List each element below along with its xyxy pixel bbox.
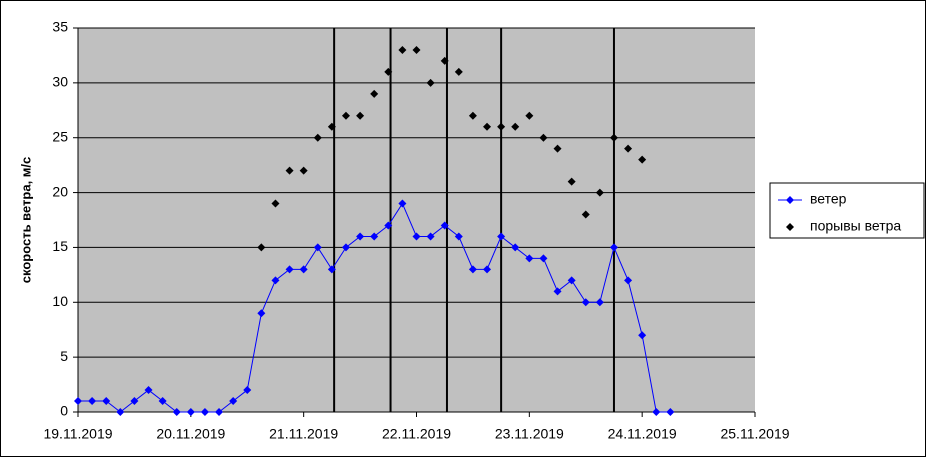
data-point xyxy=(426,232,435,241)
data-point xyxy=(595,298,604,307)
data-point xyxy=(313,133,322,142)
data-point xyxy=(468,111,477,120)
data-point xyxy=(384,67,393,76)
data-point xyxy=(454,67,463,76)
data-point xyxy=(116,408,125,416)
data-point xyxy=(356,111,365,120)
data-point xyxy=(356,232,365,241)
data-point xyxy=(638,155,647,164)
data-point xyxy=(200,408,209,416)
y-tick-label: 35 xyxy=(52,19,68,35)
y-tick-label: 30 xyxy=(52,74,68,90)
data-point xyxy=(398,45,407,54)
data-point xyxy=(299,265,308,274)
data-point xyxy=(638,331,647,340)
data-point xyxy=(285,166,294,175)
data-point xyxy=(652,408,661,416)
data-point xyxy=(539,254,548,263)
data-point xyxy=(468,265,477,274)
x-tick-label: 21.11.2019 xyxy=(269,426,338,442)
data-point xyxy=(102,397,111,406)
data-point xyxy=(384,221,393,230)
data-point xyxy=(341,111,350,120)
x-tick-label: 23.11.2019 xyxy=(495,426,564,442)
data-point xyxy=(454,232,463,241)
legend-marker xyxy=(786,223,794,231)
data-point xyxy=(567,276,576,285)
plot-area xyxy=(78,28,755,412)
data-point xyxy=(511,243,520,252)
data-point xyxy=(440,221,449,230)
data-point xyxy=(257,243,266,252)
legend xyxy=(769,182,925,239)
data-point xyxy=(144,386,153,395)
data-point xyxy=(483,265,492,274)
legend-marker xyxy=(786,196,794,204)
x-tick-label: 24.11.2019 xyxy=(608,426,677,442)
data-point xyxy=(341,243,350,252)
data-point xyxy=(497,232,506,241)
data-point xyxy=(172,408,181,416)
data-point xyxy=(412,45,421,54)
data-point xyxy=(440,56,449,65)
data-point xyxy=(525,111,534,120)
data-point xyxy=(88,397,97,406)
data-point xyxy=(609,243,618,252)
data-point xyxy=(370,232,379,241)
y-tick-label: 20 xyxy=(52,183,68,199)
legend-label: ветер xyxy=(810,191,847,207)
data-point xyxy=(299,166,308,175)
data-point xyxy=(553,144,562,153)
data-point xyxy=(567,177,576,186)
data-point xyxy=(130,397,139,406)
x-tick-label: 19.11.2019 xyxy=(43,426,112,442)
data-point xyxy=(215,408,224,416)
data-point xyxy=(609,133,618,142)
data-point xyxy=(398,199,407,208)
data-point xyxy=(426,78,435,87)
legend-label: порывы ветра xyxy=(810,218,901,234)
y-tick-label: 10 xyxy=(52,293,68,309)
data-point xyxy=(525,254,534,263)
data-point xyxy=(483,122,492,131)
data-point xyxy=(553,287,562,296)
data-point xyxy=(511,122,520,131)
data-point xyxy=(595,188,604,197)
y-tick-label: 5 xyxy=(60,348,68,364)
data-point xyxy=(370,89,379,98)
data-point xyxy=(186,408,195,416)
x-tick-label: 20.11.2019 xyxy=(156,426,225,442)
x-tick-label: 22.11.2019 xyxy=(382,426,451,442)
data-point xyxy=(229,397,238,406)
data-point xyxy=(581,210,590,219)
data-point xyxy=(313,243,322,252)
data-point xyxy=(581,298,590,307)
data-point xyxy=(257,309,266,318)
data-point xyxy=(624,276,633,285)
data-point xyxy=(327,265,336,274)
data-point xyxy=(243,386,252,395)
data-point xyxy=(271,199,280,208)
data-point xyxy=(327,122,336,131)
y-tick-label: 15 xyxy=(52,238,68,254)
data-point xyxy=(666,408,675,416)
data-point xyxy=(271,276,280,285)
data-point xyxy=(412,232,421,241)
y-tick-label: 0 xyxy=(60,403,68,419)
y-tick-label: 25 xyxy=(52,128,68,144)
x-tick-label: 25.11.2019 xyxy=(720,426,789,442)
data-point xyxy=(285,265,294,274)
data-point xyxy=(158,397,167,406)
data-point xyxy=(624,144,633,153)
y-axis-label: скорость ветра, м/с xyxy=(18,157,33,284)
data-point xyxy=(497,122,506,131)
data-point xyxy=(539,133,548,142)
data-point xyxy=(74,397,82,406)
